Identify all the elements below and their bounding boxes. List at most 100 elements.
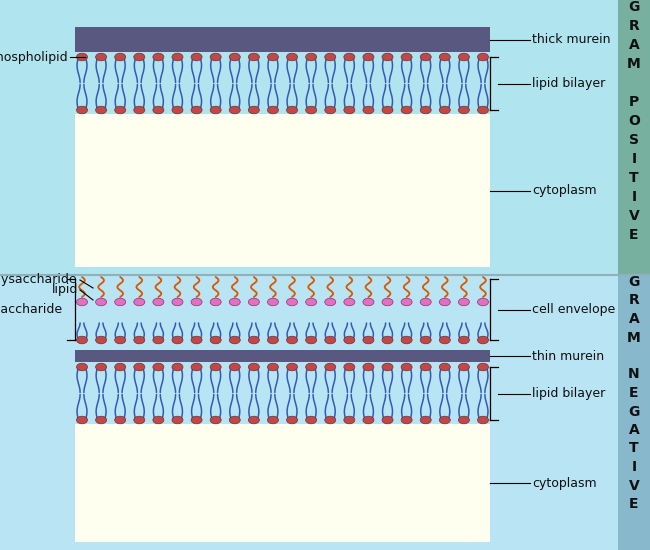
Ellipse shape bbox=[420, 336, 431, 344]
Ellipse shape bbox=[306, 106, 317, 114]
Bar bbox=[0, 275, 650, 550]
Ellipse shape bbox=[210, 416, 221, 424]
Ellipse shape bbox=[134, 416, 145, 424]
Ellipse shape bbox=[306, 336, 317, 344]
Ellipse shape bbox=[478, 363, 489, 371]
Text: A: A bbox=[629, 423, 640, 437]
Ellipse shape bbox=[191, 53, 202, 61]
Text: M: M bbox=[627, 331, 641, 344]
Ellipse shape bbox=[363, 106, 374, 114]
Ellipse shape bbox=[420, 416, 431, 424]
Text: lipopolysaccharide: lipopolysaccharide bbox=[0, 303, 63, 316]
Text: E: E bbox=[629, 386, 639, 400]
Ellipse shape bbox=[439, 336, 450, 344]
Ellipse shape bbox=[458, 53, 469, 61]
Ellipse shape bbox=[478, 336, 489, 344]
Ellipse shape bbox=[248, 298, 259, 306]
Ellipse shape bbox=[287, 53, 298, 61]
Ellipse shape bbox=[229, 53, 240, 61]
Ellipse shape bbox=[478, 298, 489, 306]
Ellipse shape bbox=[458, 106, 469, 114]
Text: G: G bbox=[629, 0, 640, 14]
Ellipse shape bbox=[344, 336, 355, 344]
Ellipse shape bbox=[325, 53, 336, 61]
Ellipse shape bbox=[401, 53, 412, 61]
Bar bbox=[75, 27, 490, 52]
Ellipse shape bbox=[210, 336, 221, 344]
Ellipse shape bbox=[172, 416, 183, 424]
Bar bbox=[75, 114, 490, 267]
Ellipse shape bbox=[191, 416, 202, 424]
Bar bbox=[0, 0, 650, 275]
Ellipse shape bbox=[114, 363, 125, 371]
Ellipse shape bbox=[325, 106, 336, 114]
Ellipse shape bbox=[344, 416, 355, 424]
Ellipse shape bbox=[114, 53, 125, 61]
Ellipse shape bbox=[229, 106, 240, 114]
Ellipse shape bbox=[267, 416, 278, 424]
Ellipse shape bbox=[191, 106, 202, 114]
Ellipse shape bbox=[439, 416, 450, 424]
Ellipse shape bbox=[172, 53, 183, 61]
Bar bbox=[75, 350, 490, 362]
Ellipse shape bbox=[114, 416, 125, 424]
Ellipse shape bbox=[96, 298, 107, 306]
Ellipse shape bbox=[325, 416, 336, 424]
Text: lipid bilayer: lipid bilayer bbox=[532, 387, 605, 400]
Ellipse shape bbox=[134, 106, 145, 114]
Ellipse shape bbox=[191, 336, 202, 344]
Ellipse shape bbox=[153, 53, 164, 61]
Ellipse shape bbox=[172, 363, 183, 371]
Ellipse shape bbox=[439, 106, 450, 114]
Ellipse shape bbox=[344, 106, 355, 114]
Ellipse shape bbox=[77, 53, 88, 61]
Text: phospholipid: phospholipid bbox=[0, 51, 68, 63]
Text: I: I bbox=[631, 190, 636, 204]
Ellipse shape bbox=[420, 298, 431, 306]
Ellipse shape bbox=[363, 416, 374, 424]
Ellipse shape bbox=[478, 106, 489, 114]
Text: P: P bbox=[629, 95, 639, 109]
Ellipse shape bbox=[153, 416, 164, 424]
Text: thin murein: thin murein bbox=[532, 349, 604, 362]
Ellipse shape bbox=[248, 106, 259, 114]
Ellipse shape bbox=[325, 336, 336, 344]
Ellipse shape bbox=[401, 416, 412, 424]
Ellipse shape bbox=[363, 363, 374, 371]
Text: E: E bbox=[629, 228, 639, 242]
Ellipse shape bbox=[306, 363, 317, 371]
Ellipse shape bbox=[458, 363, 469, 371]
Ellipse shape bbox=[363, 298, 374, 306]
Ellipse shape bbox=[96, 363, 107, 371]
Text: I: I bbox=[631, 152, 636, 166]
Ellipse shape bbox=[77, 106, 88, 114]
Ellipse shape bbox=[344, 53, 355, 61]
Ellipse shape bbox=[267, 106, 278, 114]
Ellipse shape bbox=[401, 298, 412, 306]
Ellipse shape bbox=[96, 416, 107, 424]
Ellipse shape bbox=[478, 53, 489, 61]
Ellipse shape bbox=[134, 298, 145, 306]
Text: R: R bbox=[629, 294, 640, 307]
Ellipse shape bbox=[267, 363, 278, 371]
Ellipse shape bbox=[363, 336, 374, 344]
Text: M: M bbox=[627, 57, 641, 71]
Text: cell envelope: cell envelope bbox=[532, 303, 616, 316]
Text: N: N bbox=[628, 367, 640, 382]
Bar bbox=[618, 0, 650, 275]
Text: I: I bbox=[631, 460, 636, 474]
Ellipse shape bbox=[287, 363, 298, 371]
Ellipse shape bbox=[287, 336, 298, 344]
Ellipse shape bbox=[439, 363, 450, 371]
Ellipse shape bbox=[134, 363, 145, 371]
Ellipse shape bbox=[344, 363, 355, 371]
Ellipse shape bbox=[134, 336, 145, 344]
Text: V: V bbox=[629, 209, 640, 223]
Text: V: V bbox=[629, 478, 640, 492]
Ellipse shape bbox=[382, 106, 393, 114]
Ellipse shape bbox=[458, 416, 469, 424]
Text: lipid: lipid bbox=[51, 283, 78, 295]
Ellipse shape bbox=[267, 336, 278, 344]
Ellipse shape bbox=[114, 336, 125, 344]
Ellipse shape bbox=[325, 298, 336, 306]
